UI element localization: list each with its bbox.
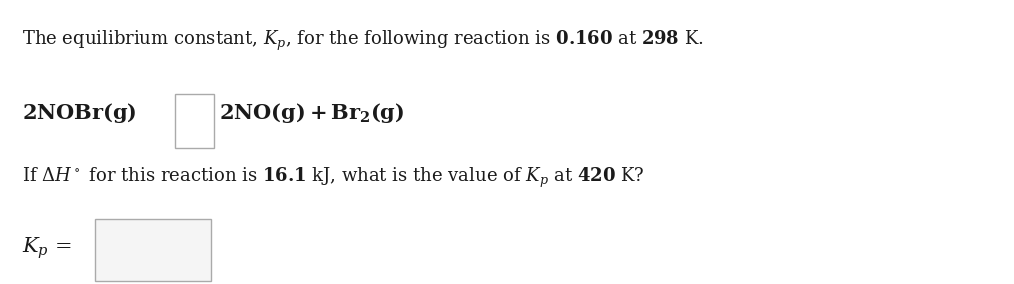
Text: $\mathbf{2NOBr(g)}$: $\mathbf{2NOBr(g)}$ [22, 101, 137, 125]
Text: $\mathbf{2NO(g) + Br_2(g)}$: $\mathbf{2NO(g) + Br_2(g)}$ [219, 101, 405, 125]
FancyBboxPatch shape [94, 219, 211, 281]
Text: The equilibrium constant, $K_p$, for the following reaction is $\mathbf{0.160}$ : The equilibrium constant, $K_p$, for the… [22, 29, 704, 53]
FancyBboxPatch shape [175, 94, 214, 148]
Text: If $\Delta H^\circ$ for this reaction is $\mathbf{16.1}$ kJ, what is the value o: If $\Delta H^\circ$ for this reaction is… [22, 166, 645, 190]
Text: $K_p$ =: $K_p$ = [22, 235, 72, 261]
